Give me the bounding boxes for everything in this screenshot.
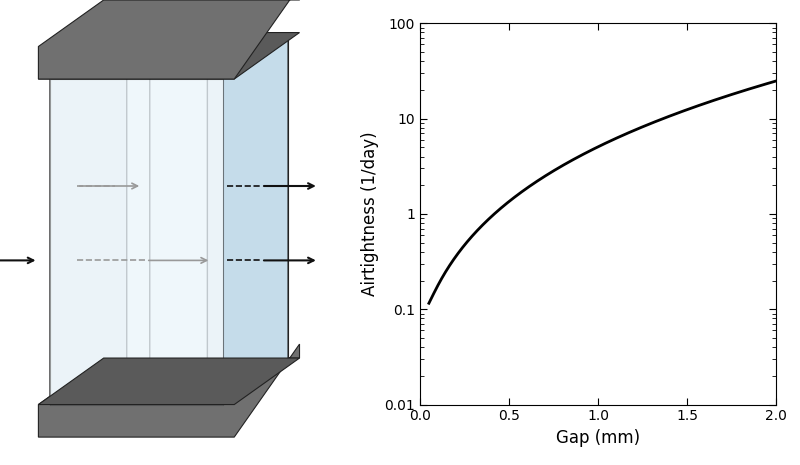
Polygon shape <box>126 33 184 405</box>
Polygon shape <box>38 0 299 79</box>
Polygon shape <box>150 33 207 405</box>
Polygon shape <box>50 33 115 405</box>
Polygon shape <box>38 344 299 437</box>
Polygon shape <box>50 79 222 405</box>
Polygon shape <box>38 358 299 405</box>
Polygon shape <box>222 33 288 405</box>
Polygon shape <box>115 33 288 358</box>
Polygon shape <box>50 358 288 405</box>
Y-axis label: Airtightness (1/day): Airtightness (1/day) <box>361 132 379 296</box>
Polygon shape <box>38 33 299 79</box>
Polygon shape <box>50 79 222 405</box>
X-axis label: Gap (mm): Gap (mm) <box>556 429 640 447</box>
